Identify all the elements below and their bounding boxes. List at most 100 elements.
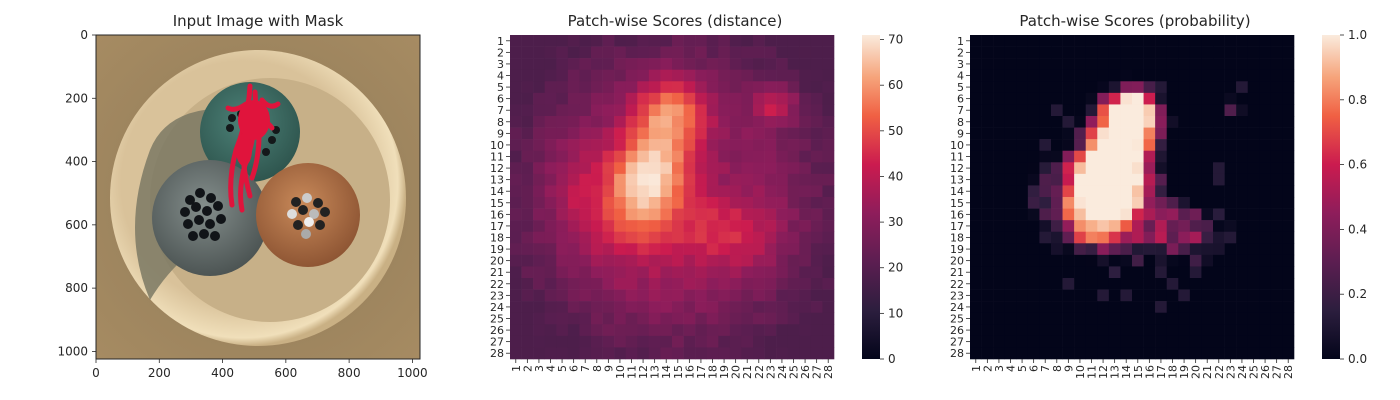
heatmap-cell <box>1004 104 1017 117</box>
heatmap-cell <box>1004 58 1017 71</box>
heatmap-cell <box>533 254 546 267</box>
heatmap-cell <box>672 104 684 117</box>
heatmap-cell <box>1155 81 1168 94</box>
heatmap-cell <box>1108 127 1121 140</box>
heatmap-cell <box>981 312 994 325</box>
heatmap-cell <box>1132 104 1144 117</box>
heatmap-cell <box>1085 116 1098 128</box>
heatmap-cell <box>1178 347 1191 360</box>
heatmap-cell <box>1282 197 1295 209</box>
heatmap-cell <box>729 150 742 163</box>
heatmap-cell <box>591 35 603 47</box>
heatmap-cell <box>970 104 982 117</box>
heatmap-cell <box>556 81 569 94</box>
heatmap-cell <box>625 92 638 105</box>
heatmap-cell <box>706 220 719 233</box>
heatmap-cell <box>776 185 789 198</box>
heatmap-cell <box>1097 254 1110 267</box>
heatmap-cell <box>625 278 638 290</box>
heatmap-cell <box>533 127 546 140</box>
y-tick-label: 15 <box>950 197 964 210</box>
heatmap-cell <box>1236 220 1249 233</box>
heatmap-cell <box>729 104 742 117</box>
heatmap-cell <box>764 139 777 152</box>
heatmap-cell <box>1224 254 1237 267</box>
heatmap-cell <box>799 312 812 325</box>
heatmap-cell <box>533 35 546 47</box>
heatmap-cell <box>764 116 777 128</box>
x-tick-label: 25 <box>788 365 801 379</box>
heatmap-cell <box>753 254 765 267</box>
heatmap-cell <box>970 301 982 314</box>
heatmap-cell <box>521 335 534 348</box>
heatmap-cell <box>970 139 982 152</box>
heatmap-cell <box>579 289 592 302</box>
heatmap-cell <box>1178 278 1191 290</box>
heatmap-cell <box>672 301 684 314</box>
heatmap-cell <box>1016 185 1029 198</box>
heatmap-cell <box>1166 162 1179 175</box>
heatmap-cell <box>1213 197 1225 209</box>
heatmap-cell <box>1282 139 1295 152</box>
heatmap-cell <box>1097 335 1110 348</box>
heatmap-cell <box>591 312 603 325</box>
heatmap-cell <box>1108 35 1121 47</box>
heatmap-cell <box>799 324 812 337</box>
heatmap-cell <box>1074 335 1087 348</box>
heatmap-cell <box>637 254 650 267</box>
heatmap-cell <box>993 301 1006 314</box>
heatmap-cell <box>970 266 982 279</box>
heatmap-cell <box>579 150 592 163</box>
heatmap-cell <box>1201 254 1214 267</box>
heatmap-cell <box>544 243 557 256</box>
heatmap-cell <box>1236 197 1249 209</box>
heatmap-cell <box>625 185 638 198</box>
heatmap-cell <box>706 278 719 290</box>
heatmap-cell <box>1189 46 1202 59</box>
heatmap-cell <box>510 312 522 325</box>
heatmap-cell <box>591 301 603 314</box>
heatmap-cell <box>683 347 696 360</box>
colorbar-tick-label: 20 <box>888 261 903 275</box>
heatmap-cell <box>1189 301 1202 314</box>
heatmap-cell <box>579 35 592 47</box>
colorbar-tick-label: 1.0 <box>1348 28 1367 42</box>
heatmap-cell <box>544 347 557 360</box>
heatmap-cell <box>1270 347 1283 360</box>
heatmap-cell <box>672 254 684 267</box>
heatmap-cell <box>1236 150 1249 163</box>
heatmap-cell <box>510 127 522 140</box>
heatmap-cell <box>753 301 765 314</box>
heatmap-cell <box>521 324 534 337</box>
heatmap-cell <box>741 58 754 71</box>
heatmap-cell <box>533 243 546 256</box>
heatmap-cell <box>776 69 789 82</box>
heatmap-cell <box>799 92 812 105</box>
heatmap-cell <box>567 104 580 117</box>
heatmap-cell <box>1074 208 1087 221</box>
heatmap-cell <box>602 278 615 290</box>
heatmap-cell <box>544 231 557 244</box>
heatmap-cell <box>706 347 719 360</box>
heatmap-cell <box>544 312 557 325</box>
heatmap-cell <box>822 220 835 233</box>
heatmap-cell <box>776 46 789 59</box>
heatmap-cell <box>810 254 823 267</box>
heatmap-cell <box>1062 81 1075 94</box>
heatmap-cell <box>1213 58 1225 71</box>
heatmap-cell <box>1062 162 1075 175</box>
heatmap-cell <box>1155 254 1168 267</box>
heatmap-cell <box>981 81 994 94</box>
heatmap-cell <box>810 289 823 302</box>
heatmap-cell <box>718 312 731 325</box>
heatmap-cell <box>1189 335 1202 348</box>
x-tick-label: 19 <box>1178 365 1191 379</box>
heatmap-cell <box>579 162 592 175</box>
heatmap-cell <box>718 58 731 71</box>
heatmap-cell <box>660 347 673 360</box>
x-tick-label: 0 <box>92 366 100 380</box>
distance-heatmap-cells <box>510 35 835 360</box>
heatmap-cell <box>1282 243 1295 256</box>
heatmap-cell <box>1213 289 1225 302</box>
heatmap-cell <box>683 104 696 117</box>
